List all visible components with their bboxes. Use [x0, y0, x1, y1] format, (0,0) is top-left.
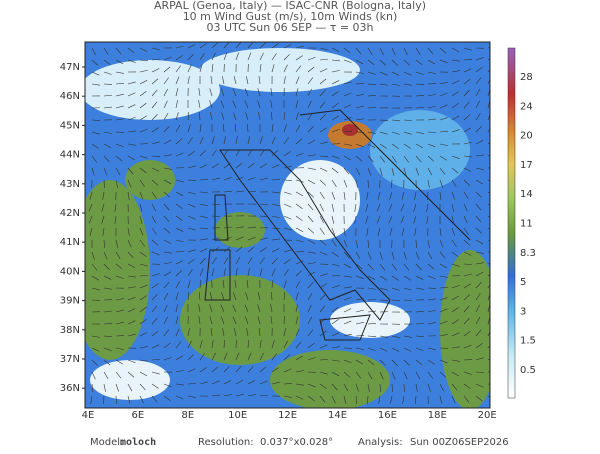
lon-label: 8E: [181, 410, 194, 421]
colorbar-label: 8.3: [520, 248, 536, 259]
lat-label: 36N: [60, 383, 80, 394]
lon-label: 4E: [82, 410, 95, 421]
colorbar-label: 20: [520, 131, 533, 142]
analysis: Sun 00Z06SEP2026: [410, 437, 509, 448]
lon-label: 20E: [478, 410, 497, 421]
lat-label: 47N: [60, 62, 80, 73]
colorbar-label: 11: [520, 219, 533, 230]
lon-label: 12E: [278, 410, 297, 421]
colorbar-label: 0.5: [520, 365, 536, 376]
lat-label: 44N: [60, 150, 80, 161]
lon-label: 14E: [328, 410, 347, 421]
lat-label: 41N: [60, 237, 80, 248]
colorbar-label: 14: [520, 189, 533, 200]
time-line: 03 UTC Sun 06 SEP — τ = 03h: [206, 21, 373, 34]
colorbar-label: 1.5: [520, 336, 536, 347]
lat-label: 39N: [60, 296, 80, 307]
resolution-label: Resolution:: [198, 437, 254, 448]
colorbar-label: 17: [520, 160, 533, 171]
colorbar-label: 5: [520, 277, 526, 288]
colorbar-label: 24: [520, 101, 533, 112]
model: moloch: [120, 437, 156, 448]
lat-label: 37N: [60, 354, 80, 365]
colorbar-label: 28: [520, 72, 533, 83]
lat-label: 43N: [60, 179, 80, 190]
map: [70, 42, 500, 410]
model-label: Model:: [90, 437, 123, 448]
lat-label: 42N: [60, 208, 80, 219]
lon-label: 18E: [428, 410, 447, 421]
resolution: 0.037°x0.028°: [260, 437, 333, 448]
lon-label: 10E: [228, 410, 247, 421]
lat-label: 38N: [60, 325, 80, 336]
lon-label: 16E: [378, 410, 397, 421]
colorbar: [508, 48, 515, 398]
analysis-label: Analysis:: [358, 437, 403, 448]
lat-label: 46N: [60, 91, 80, 102]
colorbar-label: 3: [520, 306, 526, 317]
lon-label: 6E: [132, 410, 145, 421]
lat-label: 45N: [60, 120, 80, 131]
lat-label: 40N: [60, 266, 80, 277]
